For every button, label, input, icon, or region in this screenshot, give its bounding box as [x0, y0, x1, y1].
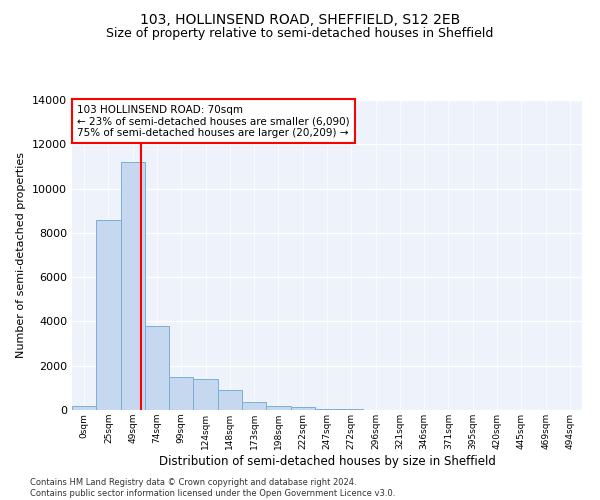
Bar	[96, 220, 121, 410]
Y-axis label: Number of semi-detached properties: Number of semi-detached properties	[16, 152, 26, 358]
Bar	[72, 406, 96, 410]
Text: Size of property relative to semi-detached houses in Sheffield: Size of property relative to semi-detach…	[106, 28, 494, 40]
Bar	[290, 406, 315, 410]
Bar	[218, 390, 242, 410]
Bar	[266, 406, 290, 410]
Bar	[242, 402, 266, 410]
Bar	[145, 326, 169, 410]
Bar	[169, 377, 193, 410]
Text: 103, HOLLINSEND ROAD, SHEFFIELD, S12 2EB: 103, HOLLINSEND ROAD, SHEFFIELD, S12 2EB	[140, 12, 460, 26]
X-axis label: Distribution of semi-detached houses by size in Sheffield: Distribution of semi-detached houses by …	[158, 454, 496, 468]
Text: Contains HM Land Registry data © Crown copyright and database right 2024.
Contai: Contains HM Land Registry data © Crown c…	[30, 478, 395, 498]
Bar	[315, 408, 339, 410]
Bar	[193, 379, 218, 410]
Text: 103 HOLLINSEND ROAD: 70sqm
← 23% of semi-detached houses are smaller (6,090)
75%: 103 HOLLINSEND ROAD: 70sqm ← 23% of semi…	[77, 104, 350, 138]
Bar	[121, 162, 145, 410]
